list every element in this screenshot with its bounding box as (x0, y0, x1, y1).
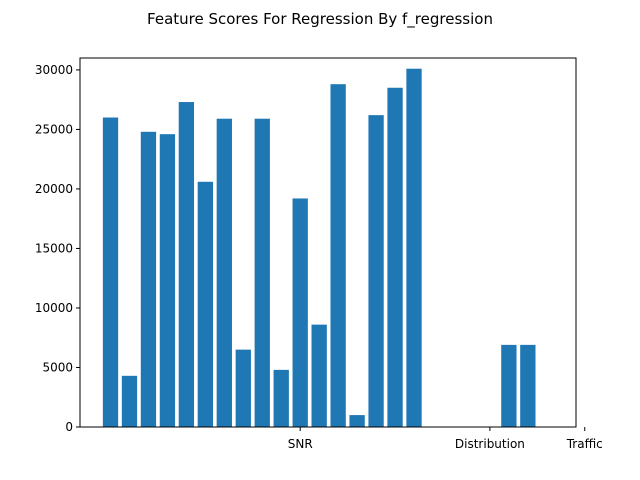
bar-14 (368, 115, 384, 427)
bars-group (102, 68, 536, 428)
bar-15 (387, 87, 403, 427)
bar-12 (330, 84, 346, 427)
bar-3 (159, 134, 176, 427)
chart-title: Feature Scores For Regression By f_regre… (147, 10, 493, 29)
y-tick-label: 20000 (35, 182, 73, 196)
x-axis: SNR Distribution Traffic (288, 427, 603, 451)
y-tick-label: 30000 (35, 63, 73, 77)
bar-11 (311, 324, 327, 427)
bar-0 (102, 117, 119, 428)
y-tick-label: 10000 (35, 301, 73, 315)
bar-16 (406, 68, 422, 428)
bar-9 (273, 369, 289, 427)
y-tick-label: 25000 (35, 122, 73, 136)
y-tick-label: 0 (65, 420, 73, 434)
bar-2 (140, 131, 157, 428)
plot-frame (79, 57, 577, 428)
y-tick-label: 5000 (42, 360, 73, 374)
bar-22 (520, 344, 536, 427)
bar-7 (235, 349, 251, 427)
y-axis: 0 5000 10000 15000 20000 25000 30000 (35, 63, 80, 434)
bar-4 (178, 102, 195, 427)
bar-21 (501, 344, 517, 427)
bar-1 (121, 375, 138, 427)
x-tick-label: Traffic (566, 437, 603, 451)
x-tick-label: SNR (288, 437, 313, 451)
bar-8 (254, 118, 270, 428)
bar-6 (216, 118, 232, 428)
bar-10 (292, 198, 308, 427)
bar-13 (349, 415, 365, 427)
x-tick-label: Distribution (455, 437, 525, 451)
bar-5 (197, 181, 213, 427)
y-tick-label: 15000 (35, 241, 73, 255)
